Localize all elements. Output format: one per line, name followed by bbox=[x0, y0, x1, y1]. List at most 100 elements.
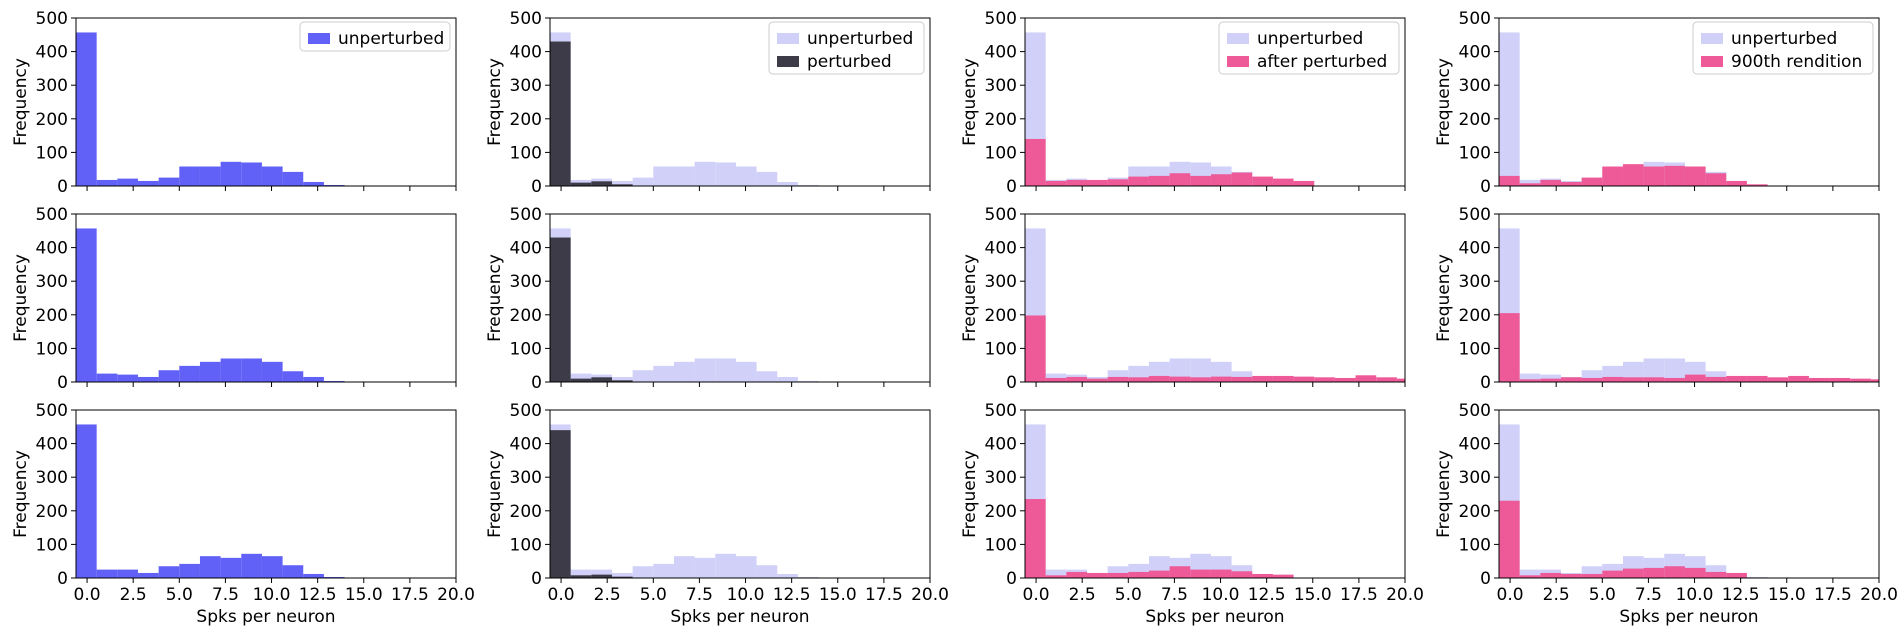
panel-r2-c2: 0 100 200 300 400 500 0.0 2.5 5.0 7.5 10.0 12.5 15.0… bbox=[960, 401, 1424, 627]
bar bbox=[1540, 572, 1561, 578]
bar bbox=[1622, 568, 1644, 578]
bar bbox=[591, 569, 612, 578]
y-tick-label: 300 bbox=[1459, 76, 1491, 96]
x-tick-label: 7.5 bbox=[212, 585, 239, 605]
axes-frame bbox=[1498, 17, 1880, 187]
bar bbox=[550, 237, 571, 382]
x-tick-label: 20.0 bbox=[1860, 585, 1898, 605]
bar bbox=[76, 228, 97, 382]
x-tick-label: 20.0 bbox=[911, 585, 949, 605]
y-tick-label: 500 bbox=[1459, 9, 1491, 29]
panel-r1-c0: 0 100 200 300 400 500 Frequency bbox=[11, 205, 457, 393]
bar bbox=[303, 573, 324, 578]
bar bbox=[1293, 180, 1315, 186]
x-tick-label: 2.5 bbox=[120, 585, 147, 605]
x-tick-label: 2.5 bbox=[594, 585, 621, 605]
bar bbox=[1499, 32, 1520, 187]
legend-swatch bbox=[308, 33, 330, 44]
bar bbox=[1169, 173, 1191, 186]
series-perturbed bbox=[550, 430, 633, 578]
bar bbox=[1045, 373, 1067, 382]
legend-swatch bbox=[1701, 56, 1723, 67]
bar bbox=[117, 178, 138, 186]
bar bbox=[1334, 377, 1356, 382]
y-tick-label: 200 bbox=[1459, 306, 1491, 326]
bar bbox=[1128, 176, 1149, 186]
x-tick-label: 2.5 bbox=[1069, 585, 1096, 605]
bar bbox=[611, 376, 633, 382]
bar bbox=[1519, 569, 1541, 578]
bar bbox=[1252, 573, 1273, 578]
y-tick-label: 0 bbox=[531, 569, 542, 589]
bar bbox=[199, 166, 221, 186]
series-unperturbed bbox=[1025, 228, 1294, 382]
bar bbox=[1519, 379, 1541, 382]
y-tick-label: 500 bbox=[985, 205, 1017, 225]
bar bbox=[220, 161, 242, 186]
axes-frame bbox=[1498, 409, 1880, 579]
axes-frame bbox=[549, 409, 931, 579]
bar bbox=[1705, 371, 1727, 382]
bar bbox=[158, 370, 180, 382]
legend-swatch bbox=[1701, 33, 1723, 44]
y-tick-label: 400 bbox=[985, 43, 1017, 63]
bar bbox=[158, 566, 180, 578]
legend-swatch bbox=[777, 56, 799, 67]
x-tick-label: 15.0 bbox=[345, 585, 383, 605]
bar bbox=[282, 565, 304, 578]
bar bbox=[1148, 570, 1170, 578]
x-tick-label: 0.0 bbox=[74, 585, 101, 605]
legend-label: 900th rendition bbox=[1731, 52, 1862, 72]
bar bbox=[1025, 315, 1046, 382]
panel-r2-c3: 0 100 200 300 400 500 0.0 2.5 5.0 7.5 10.0 12.5 15.0… bbox=[1434, 401, 1898, 627]
bar bbox=[653, 166, 674, 186]
bar bbox=[1128, 377, 1149, 382]
bar bbox=[735, 361, 757, 382]
bar bbox=[1726, 572, 1747, 578]
bar bbox=[1643, 166, 1665, 186]
bar bbox=[1045, 575, 1067, 578]
bar bbox=[1643, 377, 1665, 382]
bar bbox=[323, 184, 345, 186]
bar bbox=[1231, 376, 1253, 382]
y-tick-label: 0 bbox=[1006, 569, 1017, 589]
panel-r0-c1: 0 100 200 300 400 500 Frequency unperturbed pert… bbox=[485, 9, 931, 197]
bar bbox=[1581, 370, 1603, 382]
bar bbox=[611, 572, 633, 578]
bar bbox=[797, 380, 819, 382]
bar bbox=[1622, 361, 1644, 382]
y-tick-label: 200 bbox=[1459, 110, 1491, 130]
legend-swatch bbox=[777, 33, 799, 44]
bar bbox=[611, 180, 633, 186]
y-tick-label: 300 bbox=[36, 76, 68, 96]
y-tick-label: 500 bbox=[1459, 401, 1491, 421]
bar bbox=[1272, 178, 1294, 186]
bar bbox=[1169, 566, 1191, 578]
x-tick-label: 5.0 bbox=[1115, 585, 1142, 605]
bar bbox=[1540, 179, 1561, 186]
bar bbox=[1519, 575, 1541, 578]
bar bbox=[1231, 571, 1253, 578]
panel-r0-c0: 0 100 200 300 400 500 Frequency unperturbed bbox=[11, 9, 457, 197]
series-unperturbed bbox=[76, 228, 345, 382]
bar bbox=[199, 556, 221, 578]
bar bbox=[117, 374, 138, 382]
y-tick-label: 0 bbox=[1480, 373, 1491, 393]
bar bbox=[1560, 573, 1582, 578]
bar bbox=[694, 557, 716, 578]
bar bbox=[137, 180, 159, 186]
bar bbox=[1726, 180, 1747, 186]
bar bbox=[1540, 378, 1561, 382]
y-axis-label: Frequency bbox=[1434, 58, 1454, 146]
y-tick-label: 300 bbox=[510, 468, 542, 488]
bar bbox=[1602, 570, 1623, 578]
y-tick-label: 0 bbox=[57, 177, 68, 197]
bar bbox=[1190, 175, 1211, 186]
bar bbox=[1664, 165, 1685, 186]
bar bbox=[1540, 374, 1561, 382]
y-tick-label: 200 bbox=[510, 306, 542, 326]
bar bbox=[282, 371, 304, 382]
bar bbox=[1705, 173, 1727, 186]
bar bbox=[220, 358, 242, 382]
x-tick-label: 12.5 bbox=[1722, 585, 1760, 605]
